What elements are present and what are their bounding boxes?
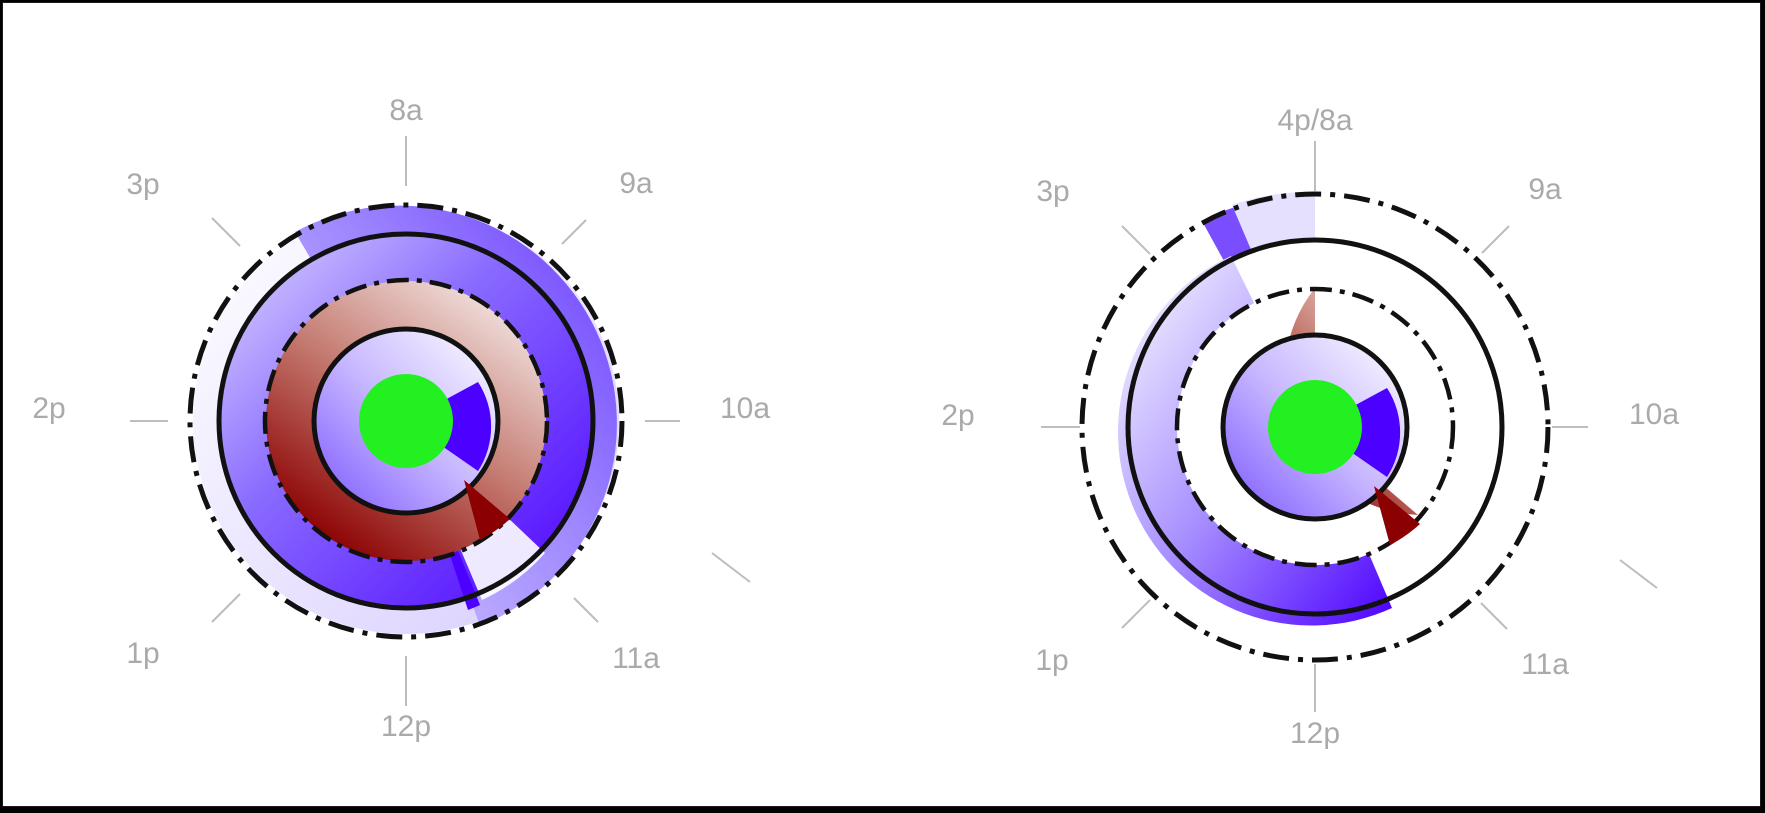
clock-2-label-right: 10a xyxy=(1629,398,1679,431)
clock-1-red-dashed-circle xyxy=(262,277,550,565)
clock-1-label-left: 2p xyxy=(32,392,65,425)
clock-1-middle-solid-circle xyxy=(216,231,596,611)
clock-2-label-top-left: 3p xyxy=(1036,175,1069,208)
clock-2-center-dot xyxy=(1268,380,1362,474)
clock-1-label-bottom-right: 11a xyxy=(612,642,660,675)
clock-1-label-top-left: 3p xyxy=(126,168,159,201)
clock-2-red-wedge xyxy=(1374,486,1420,545)
clock-2-outer-dashed-circle xyxy=(1079,191,1551,663)
clock-2-label-top-right: 9a xyxy=(1528,173,1562,206)
clock-2-label-bottom-right: 11a xyxy=(1521,648,1569,681)
clock-2-red-dashed-circle xyxy=(1174,286,1456,568)
clock-1-inner-circle xyxy=(311,326,501,516)
clock-2-middle-solid-circle xyxy=(1125,237,1505,617)
clock-2-label-left: 2p xyxy=(941,399,974,432)
clock-2-label-bottom-left: 1p xyxy=(1035,644,1068,677)
clock-1-outer-dashed-circle xyxy=(187,202,625,640)
clock-1-center-dot xyxy=(359,374,453,468)
clock-1-label-bottom-left: 1p xyxy=(126,637,159,670)
clock-1-ticks xyxy=(130,136,751,706)
clock-1-label-right: 10a xyxy=(720,392,770,425)
clock-2-ticks xyxy=(1041,141,1658,712)
clock-1: 8a 9a 10a 11a 12p 1p 2p 3p xyxy=(32,94,770,743)
clock-2-inner-circle xyxy=(1220,332,1410,522)
clock-1-red-wedge xyxy=(464,480,510,540)
clock-1-label-bottom: 12p xyxy=(381,710,431,743)
clock-1-label-top-right: 9a xyxy=(619,167,653,200)
clock-2-label-top: 4p/8a xyxy=(1277,104,1352,137)
clock-2: 4p/8a 9a 10a 11a 12p 1p 2p 3p xyxy=(941,104,1679,750)
clock-1-label-top: 8a xyxy=(389,94,423,127)
clock-2-label-bottom: 12p xyxy=(1290,717,1340,750)
